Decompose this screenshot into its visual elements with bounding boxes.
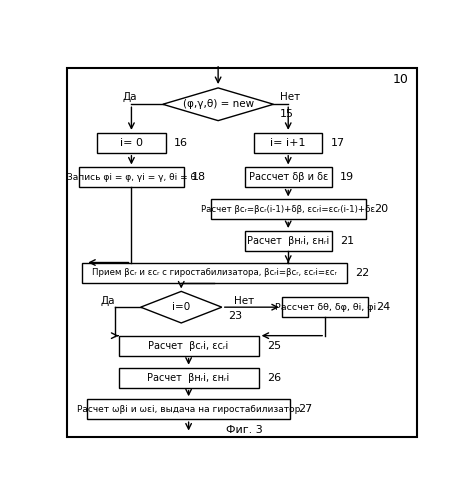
Text: Расчет βcᵣ=βcᵣ(i-1)+δβ, εcᵣi=εcᵣ(i-1)+δε: Расчет βcᵣ=βcᵣ(i-1)+δβ, εcᵣi=εcᵣ(i-1)+δε [201, 205, 375, 214]
Text: 22: 22 [356, 268, 369, 278]
Text: Рассчет δβ и δε: Рассчет δβ и δε [248, 172, 328, 182]
Bar [245, 231, 332, 251]
Bar [119, 336, 259, 355]
Text: Рассчет δθ, δφ, θi, φi: Рассчет δθ, δφ, θi, φi [275, 302, 376, 312]
Bar [245, 168, 332, 188]
Text: 21: 21 [340, 236, 354, 246]
Text: i=0: i=0 [172, 302, 190, 312]
Text: Да: Да [100, 296, 115, 306]
Text: Запись φi = φ, γi = γ, θi = θ: Запись φi = φ, γi = γ, θi = θ [67, 173, 196, 182]
Bar [87, 399, 290, 419]
Bar [97, 133, 166, 153]
Text: 17: 17 [330, 138, 345, 148]
Text: 16: 16 [174, 138, 188, 148]
Text: (φ,γ,θ) = new: (φ,γ,θ) = new [183, 100, 254, 110]
Text: Фиг. 3: Фиг. 3 [226, 426, 262, 436]
Text: 18: 18 [192, 172, 206, 182]
Text: 26: 26 [267, 372, 281, 382]
Text: i= 0: i= 0 [120, 138, 143, 148]
Text: Нет: Нет [234, 296, 254, 306]
Text: 25: 25 [267, 340, 281, 350]
Bar [254, 133, 322, 153]
Text: 24: 24 [377, 302, 391, 312]
Text: Расчет  βнᵣi, εнᵣi: Расчет βнᵣi, εнᵣi [148, 372, 230, 382]
Text: 15: 15 [280, 108, 294, 118]
Text: Расчет  βcᵣi, εcᵣi: Расчет βcᵣi, εcᵣi [149, 340, 229, 350]
Polygon shape [141, 292, 222, 323]
Bar [79, 168, 184, 188]
Text: Расчет ωβi и ωεi, выдача на гиростабилизатор: Расчет ωβi и ωεi, выдача на гиростабилиз… [77, 404, 300, 413]
Bar [211, 200, 366, 220]
Polygon shape [163, 88, 273, 120]
Text: 27: 27 [298, 404, 312, 414]
Text: Расчет  βнᵣi, εнᵣi: Расчет βнᵣi, εнᵣi [247, 236, 329, 246]
Text: 20: 20 [374, 204, 388, 214]
Bar [282, 297, 368, 317]
Text: Прием βcᵣ и εcᵣ с гиростабилизатора, βcᵣi=βcᵣ, εcᵣi=εcᵣ: Прием βcᵣ и εcᵣ с гиростабилизатора, βcᵣ… [92, 268, 337, 277]
Text: i= i+1: i= i+1 [270, 138, 306, 148]
Text: Нет: Нет [280, 92, 300, 102]
Text: 10: 10 [392, 74, 408, 86]
Text: 19: 19 [340, 172, 354, 182]
Text: 23: 23 [228, 311, 243, 321]
Bar [119, 368, 259, 388]
Bar [82, 262, 347, 282]
Text: Да: Да [122, 92, 137, 102]
